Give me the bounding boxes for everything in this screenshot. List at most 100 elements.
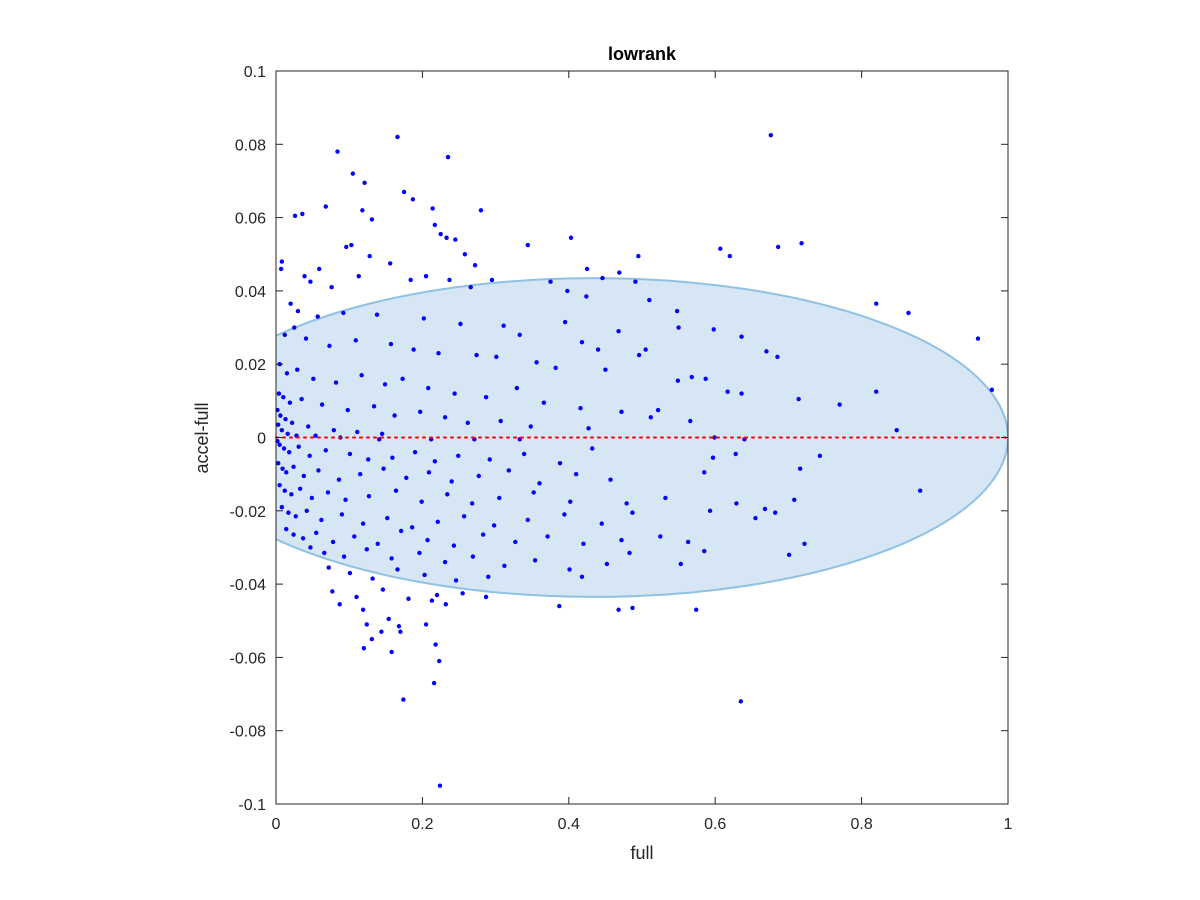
data-point: [762, 506, 768, 512]
data-point: [330, 539, 336, 545]
y-tick-label: -0.08: [230, 724, 267, 741]
data-point: [460, 591, 465, 596]
data-point: [633, 279, 638, 284]
data-point: [390, 455, 395, 460]
data-point: [655, 407, 661, 413]
data-point: [330, 589, 335, 594]
data-point: [486, 574, 491, 579]
data-point: [293, 514, 298, 519]
data-point: [489, 277, 495, 283]
data-point: [349, 242, 354, 248]
data-point: [421, 316, 427, 321]
data-point: [326, 565, 331, 570]
data-point: [329, 285, 334, 290]
data-point: [412, 449, 418, 455]
data-point: [388, 341, 394, 347]
data-point: [418, 409, 423, 415]
data-point: [733, 451, 738, 457]
data-point: [389, 556, 394, 561]
data-point: [364, 547, 369, 552]
data-point: [347, 570, 353, 576]
data-point: [786, 552, 792, 557]
data-point: [300, 536, 306, 541]
data-point: [319, 402, 325, 407]
data-point: [480, 532, 486, 537]
data-point: [494, 354, 499, 360]
data-point: [521, 451, 527, 457]
data-point: [303, 336, 309, 341]
data-point: [355, 429, 360, 435]
data-point: [387, 261, 393, 266]
data-point: [802, 541, 807, 546]
data-point: [362, 180, 367, 185]
data-point: [323, 448, 328, 453]
data-point: [734, 501, 739, 506]
y-axis-title: accel-full: [192, 402, 212, 473]
x-tick-label: 1: [1004, 816, 1013, 833]
data-point: [331, 427, 337, 433]
data-point: [525, 517, 531, 523]
data-point: [377, 437, 382, 442]
data-point: [279, 259, 285, 264]
data-point: [739, 391, 744, 396]
x-tick-label: 0.2: [411, 816, 433, 833]
data-point: [422, 572, 427, 578]
data-point: [339, 512, 345, 517]
data-point: [775, 354, 780, 360]
data-point: [449, 479, 454, 484]
data-point: [344, 244, 349, 250]
y-tick-label: 0.02: [235, 357, 266, 374]
data-point: [525, 242, 531, 248]
data-point: [311, 376, 316, 382]
data-point: [643, 347, 648, 352]
data-point: [797, 466, 803, 471]
data-point: [663, 495, 668, 501]
y-tick-label: -0.04: [230, 577, 267, 594]
data-point: [553, 365, 558, 371]
data-point: [837, 402, 842, 407]
data-point: [630, 510, 635, 515]
data-point: [636, 253, 641, 259]
data-point: [874, 301, 879, 306]
data-point: [658, 534, 663, 539]
data-point: [498, 418, 503, 424]
data-point: [295, 308, 301, 314]
data-point: [284, 526, 289, 532]
y-tick-label: 0.1: [244, 64, 266, 81]
data-point: [289, 492, 294, 497]
data-point: [432, 459, 438, 464]
data-point: [581, 541, 586, 546]
data-point: [753, 515, 758, 521]
data-point: [425, 537, 430, 543]
data-point: [288, 301, 293, 306]
data-point: [514, 385, 520, 391]
data-point: [906, 310, 911, 316]
data-point: [437, 658, 442, 664]
data-point: [630, 605, 635, 611]
data-point: [319, 517, 324, 523]
data-point: [567, 567, 572, 572]
data-point: [333, 380, 339, 385]
data-point: [689, 374, 694, 380]
data-point: [989, 387, 995, 393]
x-tick-label: 0.4: [558, 816, 580, 833]
data-point: [275, 460, 281, 466]
data-point: [703, 376, 708, 382]
data-point: [434, 592, 440, 598]
data-point: [764, 349, 769, 354]
data-point: [579, 574, 585, 579]
data-point: [396, 624, 402, 629]
data-point: [400, 376, 405, 382]
data-point: [462, 252, 468, 257]
data-point: [315, 314, 320, 319]
data-point: [275, 422, 281, 427]
data-point: [341, 310, 346, 316]
data-point: [478, 208, 484, 213]
data-point: [327, 343, 332, 349]
y-tick-label: -0.06: [230, 650, 267, 667]
data-point: [565, 288, 570, 294]
data-point: [281, 446, 287, 451]
chart-title: lowrank: [608, 44, 677, 64]
data-point: [286, 510, 291, 515]
